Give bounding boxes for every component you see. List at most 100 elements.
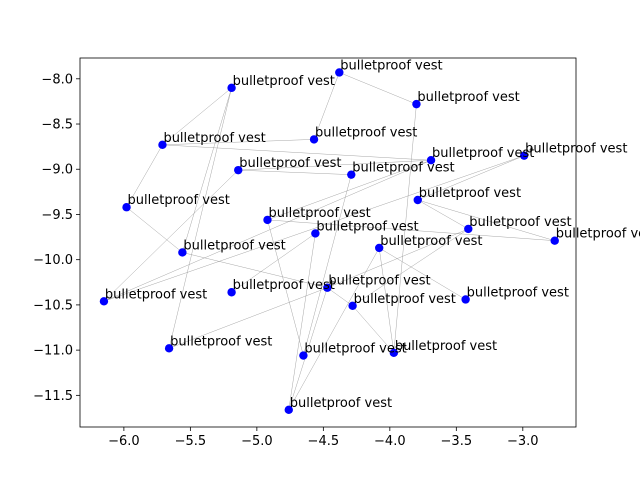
- edge-line: [267, 159, 432, 221]
- x-tick-label: −6.0: [108, 434, 140, 449]
- data-point: [348, 301, 357, 311]
- data-point: [227, 83, 236, 93]
- x-tick-label: −5.5: [175, 434, 207, 449]
- data-point: [178, 248, 187, 257]
- edge-line: [238, 169, 352, 175]
- data-point: [122, 203, 131, 212]
- point-label: bulletproof vest: [328, 274, 430, 289]
- y-tick-label: −8.0: [41, 72, 73, 87]
- y-tick-label: −8.5: [41, 118, 73, 133]
- data-point: [426, 155, 436, 165]
- point-label: bulletproof vest: [469, 215, 571, 230]
- edge-line: [182, 87, 232, 253]
- edge-line: [352, 228, 469, 307]
- edge-line: [303, 174, 352, 356]
- edge-line: [238, 159, 432, 171]
- data-point: [389, 348, 399, 358]
- y-tick-label: −11.0: [33, 344, 73, 359]
- point-label: bulletproof vest: [380, 234, 482, 249]
- data-point: [234, 165, 243, 175]
- edge-line: [162, 87, 232, 146]
- data-point: [464, 224, 473, 234]
- x-tick-label: −5.0: [241, 434, 273, 449]
- point-label: bulletproof vest: [128, 193, 230, 208]
- point-label: bulletproof vest: [163, 131, 265, 146]
- edge-line: [417, 155, 525, 201]
- edge-line: [126, 144, 163, 208]
- x-tick-label: −3.0: [507, 434, 539, 449]
- data-point: [347, 170, 356, 179]
- y-tick-label: −11.5: [33, 389, 73, 404]
- edge-line: [182, 252, 328, 288]
- edge-line: [168, 87, 232, 349]
- point-label: bulletproof vest: [105, 287, 207, 302]
- x-axis: −6.0 −5.5 −5.0 −4.5 −4.0 −3.5 −3.0: [108, 427, 539, 449]
- y-tick-label: −9.0: [41, 163, 73, 178]
- axes-frame: [79, 57, 577, 428]
- point-label: bulletproof vest: [354, 292, 456, 307]
- y-tick-label: −10.5: [33, 298, 73, 313]
- edge-line: [103, 159, 432, 302]
- edge-line: [103, 169, 239, 302]
- data-point: [164, 344, 174, 353]
- point-label: bulletproof vest: [233, 278, 335, 293]
- edge-line: [267, 219, 555, 241]
- data-point: [311, 229, 320, 238]
- edge-line: [126, 207, 183, 253]
- data-point: [412, 99, 421, 109]
- edge-line: [417, 199, 469, 230]
- point-label: bulletproof vest: [417, 90, 519, 105]
- point-label: bulletproof vest: [290, 396, 392, 411]
- x-tick-label: −4.5: [308, 434, 340, 449]
- point-label: bulletproof vest: [556, 227, 640, 242]
- data-point: [461, 295, 470, 304]
- points-layer: [99, 68, 559, 415]
- data-point: [263, 215, 272, 225]
- point-label: bulletproof vest: [340, 58, 442, 73]
- edge-line: [288, 287, 328, 410]
- data-point: [413, 195, 422, 205]
- point-label: bulletproof vest: [316, 219, 418, 234]
- data-point: [284, 405, 293, 415]
- point-label: bulletproof vest: [352, 161, 454, 176]
- x-tick-label: −3.5: [441, 434, 473, 449]
- point-label: bulletproof vest: [315, 125, 417, 140]
- point-label: bulletproof vest: [467, 285, 569, 300]
- edge-line: [313, 72, 340, 140]
- edge-line: [267, 219, 304, 356]
- edge-line: [288, 233, 316, 410]
- y-tick-label: −10.0: [33, 253, 73, 268]
- y-axis: −8.0 −8.5 −9.0 −9.5 −10.0 −10.5 −11.0 −11.5: [33, 72, 80, 404]
- edge-line: [327, 287, 353, 307]
- data-point: [158, 140, 167, 150]
- point-label: bulletproof vest: [183, 238, 285, 253]
- edge-line: [393, 104, 417, 353]
- edge-line: [288, 247, 380, 410]
- y-tick-label: −9.5: [41, 208, 73, 223]
- edge-line: [162, 139, 315, 146]
- data-point: [323, 283, 332, 292]
- edge-line: [417, 199, 555, 241]
- data-point: [309, 135, 319, 144]
- data-point: [519, 151, 529, 160]
- edge-line: [103, 155, 525, 302]
- edge-line: [162, 144, 432, 161]
- point-label: bulletproof vest: [304, 342, 406, 357]
- point-label: bulletproof vest: [395, 339, 497, 354]
- data-point: [550, 236, 559, 245]
- edge-line: [327, 228, 469, 288]
- edge-line: [231, 233, 316, 293]
- edge-line: [169, 287, 328, 349]
- point-label: bulletproof vest: [432, 146, 534, 161]
- data-point: [99, 297, 109, 306]
- point-label: bulletproof vest: [268, 206, 370, 221]
- x-tick-label: −4.0: [374, 434, 406, 449]
- edges-layer: [103, 72, 555, 410]
- point-label: bulletproof vest: [233, 74, 335, 89]
- data-point: [227, 288, 236, 297]
- edge-line: [379, 247, 466, 300]
- edge-line: [352, 305, 395, 354]
- data-point: [299, 351, 308, 360]
